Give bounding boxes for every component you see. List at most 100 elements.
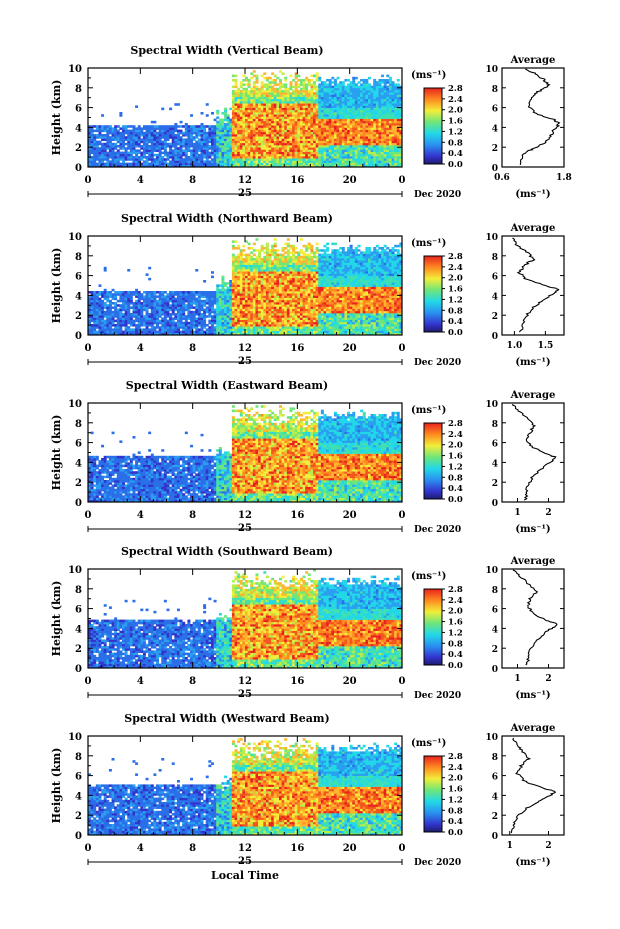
heatmap-cell (237, 123, 241, 126)
heatmap-cell (234, 136, 238, 139)
heatmap-cell (245, 258, 248, 261)
heatmap-cell (349, 118, 353, 122)
heatmap-cell (231, 317, 235, 320)
heatmap-cell (354, 105, 358, 108)
heatmap-cell (137, 129, 141, 133)
heatmap-cell (190, 127, 194, 130)
heatmap-cell (273, 129, 277, 133)
heatmap-cell (323, 145, 327, 148)
heatmap-cell (347, 147, 351, 150)
heatmap-cell (176, 131, 180, 135)
heatmap-cell (218, 123, 222, 126)
heatmap-cell (394, 153, 398, 157)
heatmap-cell (182, 160, 186, 163)
heatmap-cell (310, 129, 314, 133)
heatmap-cell (111, 151, 115, 155)
heatmap-cell (210, 140, 214, 144)
heatmap-cell (265, 96, 269, 100)
heatmap-cell (190, 134, 194, 137)
heatmap-cell (124, 324, 128, 327)
heatmap-cell (103, 151, 107, 155)
heatmap-cell (174, 123, 178, 126)
heatmap-cell (399, 162, 403, 166)
heatmap-cell (354, 147, 358, 150)
heatmap-cell (381, 107, 385, 111)
heatmap-cell (388, 153, 392, 157)
heatmap-cell (263, 151, 267, 155)
heatmap-cell (90, 310, 94, 314)
heatmap-cell (169, 142, 173, 146)
heatmap-cell (176, 326, 180, 329)
heatmap-cell (354, 112, 358, 115)
heatmap-cell (302, 112, 306, 115)
heatmap-cell (242, 330, 246, 334)
heatmap-cell (394, 87, 398, 91)
heatmap-cell (378, 109, 382, 113)
heatmap-cell (203, 125, 207, 128)
heatmap-cell (179, 145, 183, 148)
heatmap-cell (226, 142, 230, 146)
heatmap-cell (370, 90, 374, 93)
heatmap-cell (156, 140, 159, 144)
heatmap-cell (119, 324, 123, 327)
heatmap-cell (386, 98, 390, 102)
heatmap-cell (145, 140, 149, 144)
heatmap-cell (276, 87, 280, 91)
heatmap-cell (362, 94, 366, 97)
heatmap-cell (221, 138, 225, 141)
heatmap-cell (255, 96, 259, 100)
heatmap-cell (208, 136, 212, 139)
heatmap-cell (179, 313, 183, 316)
heatmap-cell (106, 324, 110, 327)
heatmap-cell (318, 79, 322, 82)
heatmap-cell (360, 147, 364, 150)
heatmap-cell (383, 98, 387, 102)
heatmap-cell (98, 330, 102, 334)
heatmap-cell (373, 90, 377, 93)
heatmap-cell (242, 134, 246, 137)
heatmap-cell (153, 142, 157, 146)
heatmap-cell (347, 103, 351, 106)
heatmap-cell (323, 125, 327, 128)
heatmap-cell (326, 131, 330, 135)
heatmap-cell (265, 153, 269, 157)
heatmap-cell (318, 129, 322, 133)
heatmap-cell (273, 153, 277, 157)
heatmap-cell (101, 302, 105, 305)
heatmap-cell (239, 306, 243, 309)
heatmap-cell (247, 266, 251, 270)
heatmap-cell (95, 326, 99, 329)
heatmap-cell (247, 127, 251, 130)
heatmap-cell (145, 164, 149, 168)
heatmap-cell (396, 101, 400, 104)
heatmap-cell (247, 140, 251, 144)
heatmap-cell (242, 317, 246, 320)
heatmap-cell (315, 149, 319, 152)
heatmap-cell (163, 291, 167, 294)
heatmap-cell (378, 107, 382, 111)
heatmap-cell (156, 308, 159, 312)
heatmap-cell (391, 142, 395, 146)
heatmap-cell (276, 96, 280, 100)
heatmap-cell (352, 112, 356, 115)
heatmap-cell (354, 156, 358, 159)
heatmap-cell (260, 94, 264, 97)
heatmap-cell (347, 164, 351, 168)
heatmap-cell (200, 127, 204, 130)
heatmap-cell (302, 120, 306, 124)
heatmap-cell (354, 140, 358, 144)
heatmap-cell (145, 129, 149, 133)
heatmap-cell (268, 103, 272, 106)
heatmap-cell (176, 147, 180, 150)
heatmap-cell (135, 313, 139, 316)
heatmap-cell (88, 145, 91, 148)
heatmap-cell (365, 96, 369, 100)
heatmap-cell (299, 138, 303, 141)
heatmap-cell (205, 310, 209, 314)
heatmap-cell (271, 109, 275, 113)
heatmap-cell (153, 315, 157, 318)
heatmap-cell (129, 297, 133, 301)
heatmap-cell (250, 103, 254, 106)
heatmap-cell (286, 118, 290, 122)
average-y-tick-label: 0 (492, 164, 498, 174)
